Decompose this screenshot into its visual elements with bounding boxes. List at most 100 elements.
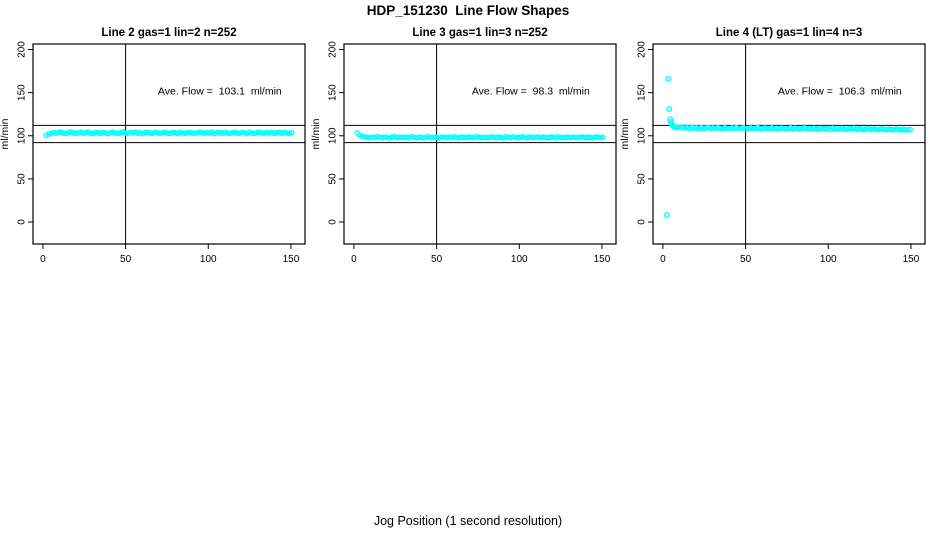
data-point xyxy=(251,130,258,137)
data-point xyxy=(50,129,57,136)
data-point xyxy=(458,134,465,140)
data-point xyxy=(478,134,485,141)
data-point xyxy=(540,134,547,141)
data-point xyxy=(545,134,552,141)
data-point xyxy=(493,134,499,141)
data-point xyxy=(418,134,425,141)
data-point xyxy=(374,133,380,140)
x-tick-label: 100 xyxy=(200,254,217,265)
data-point xyxy=(537,135,544,141)
data-point xyxy=(441,134,447,141)
data-point xyxy=(254,129,260,136)
data-point xyxy=(192,130,198,137)
data-point xyxy=(389,134,395,140)
data-point xyxy=(416,134,423,140)
data-point xyxy=(288,129,295,136)
data-point xyxy=(466,134,472,140)
data-point xyxy=(461,134,467,141)
data-point xyxy=(199,130,206,136)
data-point xyxy=(408,133,415,140)
data-point xyxy=(463,134,470,141)
data-point xyxy=(80,130,87,137)
data-point xyxy=(423,133,430,140)
ave-flow-annotation: Ave. Flow = 103.1 ml/min xyxy=(158,85,282,97)
x-tick-label: 50 xyxy=(431,254,443,265)
y-tick-label: 200 xyxy=(328,41,339,58)
x-tick-label: 100 xyxy=(511,254,528,265)
ave-flow-annotation: Ave. Flow = 106.3 ml/min xyxy=(778,85,902,97)
data-point xyxy=(488,134,494,140)
data-point xyxy=(495,134,502,140)
data-point xyxy=(229,129,236,136)
data-point xyxy=(189,130,196,136)
data-point xyxy=(401,134,408,140)
data-point xyxy=(259,130,265,136)
data-point xyxy=(130,130,136,136)
y-tick-label: 0 xyxy=(328,219,339,225)
y-tick-label: 0 xyxy=(637,219,648,225)
data-point xyxy=(271,130,278,137)
data-point xyxy=(428,134,435,141)
y-tick-label: 200 xyxy=(637,41,648,58)
transient-point xyxy=(673,124,680,131)
y-axis-title: ml/min xyxy=(0,118,11,149)
data-point xyxy=(364,134,370,141)
data-point xyxy=(592,134,599,140)
data-point xyxy=(122,130,129,136)
data-point xyxy=(95,130,102,136)
ave-flow-annotation: Ave. Flow = 98.3 ml/min xyxy=(472,85,590,97)
data-point xyxy=(567,134,574,141)
data-point xyxy=(164,130,171,136)
data-point xyxy=(184,129,191,136)
data-point xyxy=(83,129,89,136)
data-point xyxy=(214,129,221,136)
data-point xyxy=(505,134,512,141)
y-tick-label: 100 xyxy=(328,127,339,144)
data-point xyxy=(480,134,487,140)
data-point xyxy=(115,130,121,137)
data-point xyxy=(585,134,591,140)
data-point xyxy=(443,134,450,141)
data-point xyxy=(528,134,534,140)
data-point xyxy=(249,130,255,136)
data-point xyxy=(241,130,248,136)
data-point xyxy=(256,129,263,135)
data-point xyxy=(112,130,119,136)
data-point xyxy=(179,130,186,136)
data-point xyxy=(155,130,161,136)
data-point xyxy=(404,134,410,141)
y-tick-label: 200 xyxy=(17,41,28,58)
panel-line2: Line 2 gas=1 lin=2 n=252 0 50 100 150 0 50 100 1… xyxy=(0,27,306,265)
panel-line3: Line 3 gas=1 lin=3 n=252 0 50 100 150 0 50 100 1… xyxy=(310,27,617,265)
data-point xyxy=(582,134,589,141)
data-point xyxy=(65,129,72,136)
data-point xyxy=(70,130,77,136)
data-point xyxy=(523,134,529,141)
data-point xyxy=(453,134,460,141)
data-point xyxy=(187,129,193,136)
data-point xyxy=(490,134,497,141)
data-point xyxy=(572,134,579,141)
data-point xyxy=(473,133,480,140)
data-point xyxy=(426,134,432,141)
data-point xyxy=(369,134,375,140)
data-point xyxy=(394,134,400,141)
data-points xyxy=(663,75,914,219)
y-tick-label: 50 xyxy=(637,173,648,185)
x-tick-label: 0 xyxy=(40,254,46,265)
data-point xyxy=(562,134,569,140)
data-point xyxy=(783,126,789,132)
data-points xyxy=(354,130,606,141)
data-point xyxy=(60,130,67,136)
data-point xyxy=(542,134,549,141)
panel-line4: Line 4 (LT) gas=1 lin=4 n=3 0 50 100 150 0 50 1… xyxy=(619,27,926,265)
data-point xyxy=(438,134,445,140)
data-point xyxy=(580,134,586,141)
data-point xyxy=(231,129,238,136)
data-point xyxy=(142,129,149,136)
data-point xyxy=(411,134,418,141)
x-tick-label: 0 xyxy=(660,254,666,265)
data-point xyxy=(217,129,223,136)
y-tick-label: 0 xyxy=(17,219,28,225)
data-point xyxy=(396,134,403,141)
